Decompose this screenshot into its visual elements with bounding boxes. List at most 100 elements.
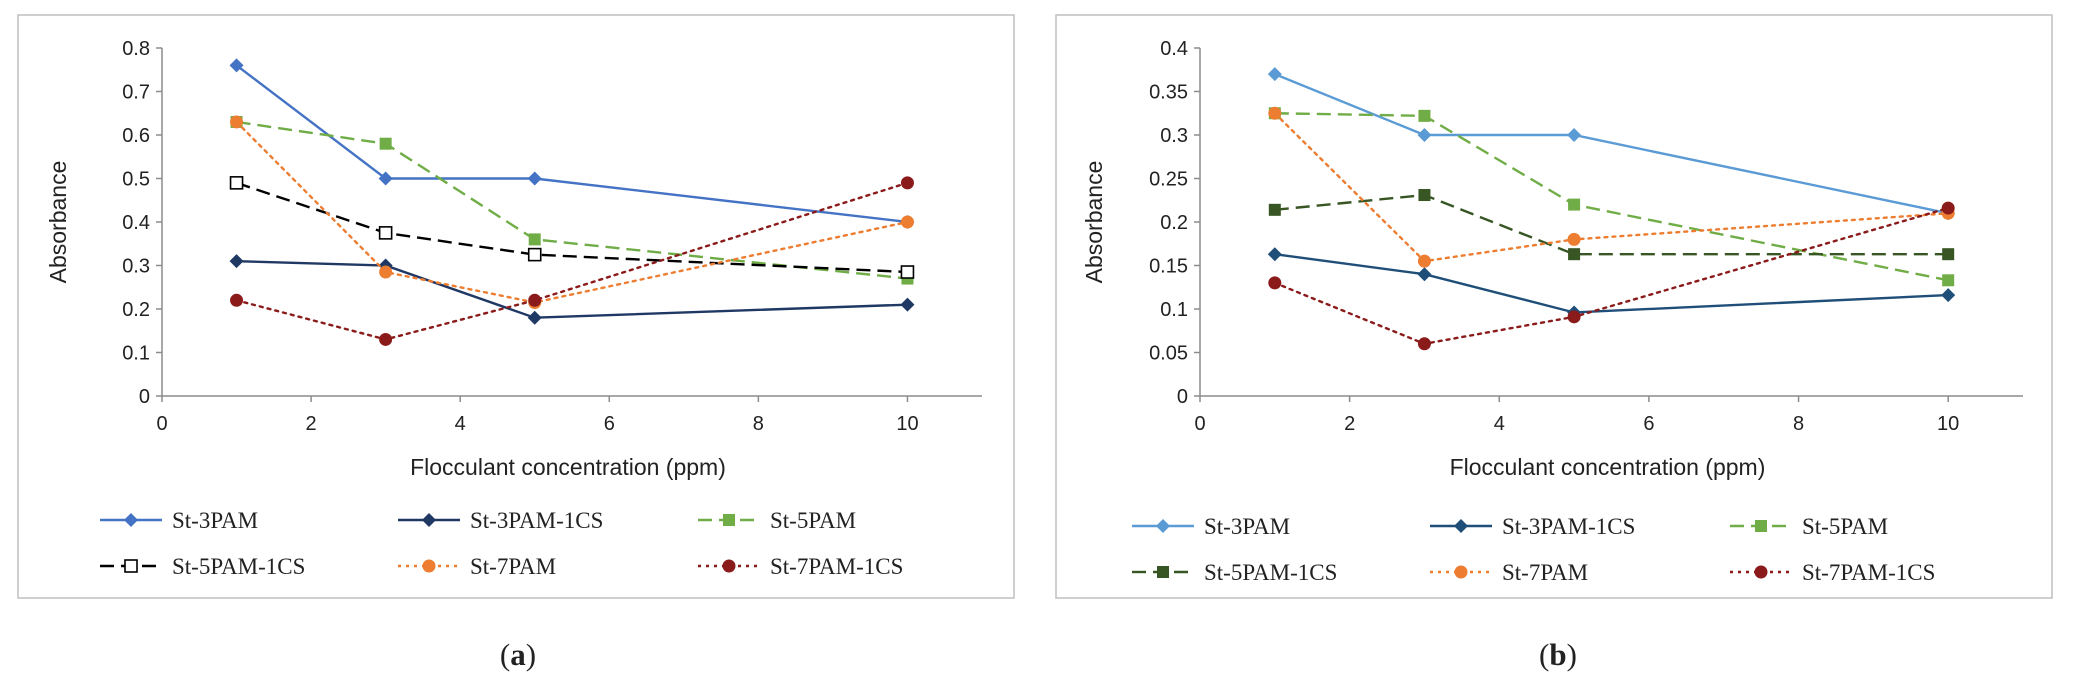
chart-a-x-tick-label: 10 [896, 413, 918, 435]
chart-b-legend-entry: St-7PAM-1CS [1730, 560, 1935, 585]
chart-b-caption: (b) [1539, 637, 1577, 672]
chart-a-legend-entry: St-3PAM [100, 508, 258, 533]
chart-a-y-tick-label: 0.7 [122, 82, 150, 104]
chart-a-svg: 0 0.1 0.2 0.3 0.4 0.5 0.6 0.7 0.8 0 2 4 6 8 10 Absorban… [17, 14, 1015, 672]
chart-b-frame [1055, 14, 2053, 599]
chart-b-series-line [1274, 253, 1949, 314]
chart-a-legend-label: St-5PAM [770, 508, 856, 533]
chart-b-data-point [1267, 67, 1282, 82]
chart-b-x-tick-label: 2 [1344, 413, 1355, 435]
chart-a-data-point [378, 171, 393, 186]
chart-b-series-line [1274, 72, 1949, 215]
chart-a-data-point [900, 265, 915, 279]
chart-b-legend-label: St-3PAM [1204, 514, 1290, 539]
chart-a-y-tick-label: 0 [139, 386, 150, 408]
chart-panel-b: 0 0.05 0.1 0.15 0.2 0.25 0.3 0.35 0.4 0 2 4 6 8 10 Abso… [1040, 0, 2076, 686]
chart-b-legend-marker [1454, 519, 1468, 533]
chart-a-legend-entry: St-3PAM-1CS [398, 508, 603, 533]
chart-a-series-St-5PAM [230, 115, 914, 285]
chart-b-series-St-3PAM [1267, 67, 1956, 221]
chart-b-legend-label: St-7PAM [1502, 560, 1588, 585]
chart-a-data-point [229, 176, 244, 190]
chart-b-legend-label: St-7PAM-1CS [1802, 560, 1935, 585]
chart-a-data-point [900, 215, 914, 229]
chart-b-y-tick-label: 0.05 [1149, 343, 1188, 365]
chart-a-series-St-3PAM-1CS [229, 254, 915, 325]
chart-a-series-St-7PAM [230, 115, 914, 309]
chart-a-data-point [527, 310, 542, 325]
chart-a-legend-label: St-3PAM-1CS [470, 508, 603, 533]
chart-a-series-line [235, 181, 909, 341]
chart-b-data-point [1568, 198, 1581, 211]
chart-b-series-line [1273, 206, 1950, 346]
chart-a-data-point [229, 254, 244, 269]
chart-b-data-point [1417, 267, 1432, 282]
chart-a-series-line [236, 181, 908, 274]
chart-a-y-tick-label: 0.5 [122, 169, 150, 191]
chart-b-y-tick-label: 0 [1177, 386, 1188, 408]
chart-b-data-point [1418, 109, 1431, 122]
chart-a-x-tick-label: 4 [455, 413, 466, 435]
chart-a-data-point [230, 293, 244, 307]
chart-b-data-point [1417, 254, 1431, 268]
chart-a-series-line [235, 120, 909, 304]
chart-b-data-point [1941, 201, 1955, 215]
chart-b-series-St-5PAM-1CS [1268, 189, 1955, 261]
chart-a-y-tick-label: 0.8 [122, 38, 150, 60]
chart-b-legend-entry: St-7PAM [1430, 560, 1588, 585]
chart-a-data-point [528, 233, 541, 246]
chart-b-data-point [1418, 189, 1431, 202]
chart-b-series-St-7PAM [1268, 106, 1955, 268]
chart-b-series-line [1273, 112, 1950, 263]
chart-a-caption-close: ) [526, 637, 536, 672]
chart-a-legend-label: St-7PAM-1CS [770, 554, 903, 579]
chart-a-legend-entry: St-5PAM [698, 508, 856, 533]
chart-b-data-point [1942, 248, 1955, 261]
chart-a-x-tick-label: 8 [753, 413, 764, 435]
chart-b-legend-marker [1157, 566, 1169, 578]
chart-a-y-tick-label: 0.6 [122, 125, 150, 147]
chart-b-legend-entry: St-5PAM [1730, 514, 1888, 539]
chart-a-data-point [229, 58, 244, 73]
chart-b-legend-entry: St-5PAM-1CS [1132, 560, 1337, 585]
chart-a-x-tick-label: 2 [306, 413, 317, 435]
chart-a-data-point [230, 115, 244, 129]
chart-b-y-tick-label: 0.1 [1160, 299, 1188, 321]
chart-b-data-point [1268, 106, 1282, 120]
chart-b-data-point [1417, 337, 1431, 351]
chart-a-series-line [236, 120, 908, 280]
chart-b-data-point [1267, 247, 1282, 262]
chart-a-legend-marker [124, 513, 138, 527]
chart-b-legend-entry: St-3PAM [1132, 514, 1290, 539]
chart-b-x-axis-title: Flocculant concentration (ppm) [1450, 454, 1766, 480]
chart-b-caption-open: ( [1539, 637, 1549, 672]
chart-a-caption: (a) [500, 637, 536, 672]
chart-a-data-point [379, 332, 393, 346]
chart-a-legend-label: St-3PAM [172, 508, 258, 533]
chart-a-x-tick-label: 6 [604, 413, 615, 435]
chart-b-caption-letter: b [1549, 637, 1566, 672]
chart-a-x-tick-label: 0 [156, 413, 167, 435]
chart-b-legend-marker [1755, 520, 1767, 532]
chart-b-legend-marker [1156, 519, 1170, 533]
chart-b-legend-marker [1754, 565, 1768, 579]
chart-a-legend-entry: St-5PAM-1CS [100, 554, 305, 579]
chart-b-data-point [1941, 288, 1956, 303]
chart-b-legend-label: St-3PAM-1CS [1502, 514, 1635, 539]
chart-b-svg: 0 0.05 0.1 0.15 0.2 0.25 0.3 0.35 0.4 0 2 4 6 8 10 Abso… [1055, 14, 2053, 672]
chart-b-series-St-7PAM-1CS [1268, 201, 1955, 351]
chart-a-y-axis-title: Absorbance [45, 161, 71, 284]
chart-b-series-line [1274, 193, 1949, 256]
chart-b-data-point [1567, 310, 1581, 324]
chart-b-legend-marker [1454, 565, 1468, 579]
chart-b-y-tick-label: 0.15 [1149, 256, 1188, 278]
chart-b-y-tick-label: 0.4 [1160, 38, 1188, 60]
chart-b-legend-label: St-5PAM [1802, 514, 1888, 539]
chart-a-caption-letter: a [510, 637, 526, 672]
chart-a-legend-label: St-7PAM [470, 554, 556, 579]
chart-b-x-tick-label: 8 [1793, 413, 1804, 435]
chart-b-x-tick-label: 6 [1643, 413, 1654, 435]
chart-b-data-point [1567, 232, 1581, 246]
chart-a-legend-marker [422, 559, 436, 573]
chart-a-series-line [235, 64, 908, 224]
